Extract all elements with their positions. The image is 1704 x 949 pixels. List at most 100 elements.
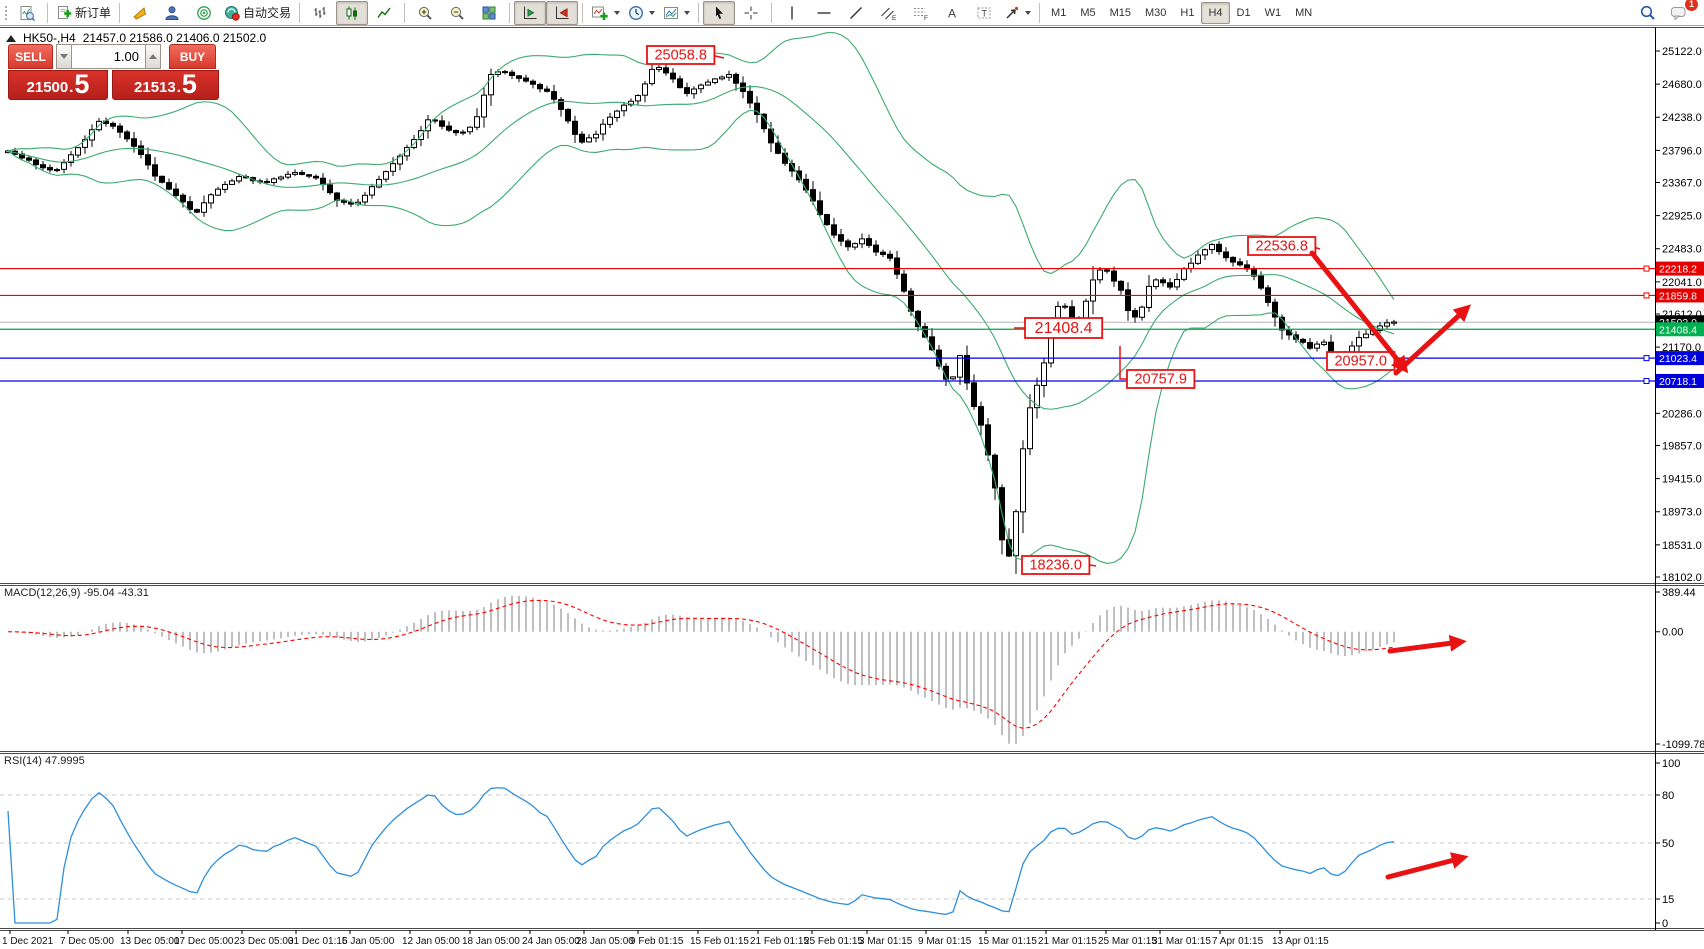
time-axis-label: 7 Apr 01:15 (1212, 936, 1264, 947)
volume-decrease-button[interactable] (56, 44, 72, 69)
trend-arrow[interactable] (1393, 304, 1472, 376)
trendline-tool-button[interactable] (840, 1, 872, 25)
macd-axis-tick: 389.44 (1662, 587, 1696, 599)
time-axis-label: 3 Mar 01:15 (859, 936, 913, 947)
fibonacci-tool-button[interactable]: F (904, 1, 936, 25)
price-axis-tick: 19415.0 (1662, 474, 1702, 486)
add-indicator-button[interactable] (587, 1, 624, 25)
volume-increase-button[interactable] (145, 44, 161, 69)
notifications-button[interactable]: 1 (1663, 0, 1698, 25)
time-axis-label: 23 Dec 05:00 (234, 936, 294, 947)
news-button[interactable] (188, 1, 220, 25)
periods-button[interactable] (624, 1, 659, 25)
price-line-label (1656, 351, 1704, 366)
templates-dropdown[interactable] (684, 10, 691, 15)
time-axis-label: 21 Feb 01:15 (750, 936, 809, 947)
buy-button[interactable]: BUY (169, 44, 216, 69)
auto-trading-button[interactable]: 自动交易 (220, 1, 295, 25)
timeframe-button-d1[interactable]: D1 (1236, 6, 1251, 19)
line-handle[interactable] (1643, 292, 1650, 299)
chart-shift-button[interactable] (514, 0, 547, 25)
timeframe-button-m30[interactable]: M30 (1145, 6, 1167, 19)
timeframe-button-mn[interactable]: MN (1295, 6, 1313, 19)
line-chart-type-button[interactable] (368, 1, 400, 25)
text-tool-button[interactable]: A (936, 1, 968, 25)
new-order-button[interactable]: 新订单 (52, 1, 115, 25)
text-icon: A (948, 6, 956, 20)
price-annotation[interactable]: 25058.8 (646, 45, 716, 65)
time-axis-label: 25 Mar 01:15 (1098, 936, 1157, 947)
add-indicator-dropdown[interactable] (614, 10, 621, 15)
line-handle[interactable] (1643, 377, 1650, 384)
horizontal-line-tool-button[interactable] (808, 1, 840, 25)
crosshair-button[interactable] (735, 1, 767, 25)
bar-chart-type-button[interactable] (304, 1, 336, 25)
periods-dropdown[interactable] (649, 10, 656, 15)
spinner-up-icon (149, 54, 157, 59)
megaphone-button[interactable] (124, 1, 156, 25)
auto-scroll-button[interactable] (546, 0, 579, 25)
equidistant-channel-tool-button[interactable]: E (872, 1, 904, 25)
price-annotation[interactable]: 18236.0 (1021, 555, 1091, 575)
rsi-axis-tick: 0 (1662, 918, 1668, 930)
zoom-in-button[interactable] (409, 1, 441, 25)
timeframe-button-m5[interactable]: M5 (1080, 6, 1096, 19)
line-handle[interactable] (1643, 355, 1650, 362)
spinner-down-icon (60, 54, 68, 59)
templates-icon (664, 6, 679, 19)
svg-text:21408.4: 21408.4 (1035, 320, 1093, 337)
timeframe-button-w1[interactable]: W1 (1264, 6, 1282, 19)
price-axis-tick: 22483.0 (1662, 244, 1702, 256)
timeframe-button-m15[interactable]: M15 (1109, 6, 1131, 19)
news-icon (197, 5, 211, 20)
time-axis-label: 21 Mar 01:15 (1038, 936, 1097, 947)
timeframe-button-h4[interactable]: H4 (1201, 1, 1230, 24)
text-label-tool-button[interactable]: T (968, 1, 1000, 25)
tile-windows-button[interactable] (473, 1, 505, 25)
toolbar-grip[interactable] (4, 4, 8, 21)
templates-button[interactable] (659, 1, 694, 25)
zoom-out-icon (450, 6, 464, 20)
cursor-button[interactable] (703, 0, 736, 25)
buy-price-pips: 5 (181, 69, 197, 99)
price-axis-tick: 19857.0 (1662, 441, 1702, 453)
candlestick-type-button[interactable] (336, 0, 369, 25)
price-line-label (1656, 261, 1704, 276)
timeframe-button-m1[interactable]: M1 (1051, 6, 1067, 19)
line-handle[interactable] (1643, 265, 1650, 272)
zoom-out-button[interactable] (441, 1, 473, 25)
chart-window-button[interactable] (11, 1, 43, 25)
price-annotation[interactable]: 20757.9 (1126, 369, 1196, 389)
price-annotation[interactable]: 20957.0 (1326, 351, 1396, 371)
arrows-tool-button[interactable] (1000, 1, 1035, 25)
sell-button[interactable]: SELL (8, 44, 53, 69)
sell-price-button[interactable]: 21500. 5 (8, 70, 108, 100)
buy-price-dot: . (176, 79, 181, 96)
time-axis-label: 7 Dec 05:00 (60, 936, 114, 947)
svg-text:20957.0: 20957.0 (1334, 354, 1386, 370)
price-annotation[interactable]: 21408.4 (1024, 317, 1104, 339)
profile-icon (165, 5, 179, 20)
buy-price-button[interactable]: 21513. 5 (112, 70, 219, 100)
macd-axis-tick: -1099.78 (1662, 739, 1704, 751)
trend-arrow[interactable] (1387, 634, 1467, 654)
volume-input[interactable] (72, 44, 145, 69)
search-button[interactable] (1631, 1, 1663, 25)
trend-arrow[interactable] (1385, 852, 1469, 880)
search-icon (1640, 5, 1655, 20)
toolbar: 新订单 自动交易 (0, 0, 1704, 26)
chart-shift-icon (524, 6, 537, 19)
price-annotation[interactable]: 22536.8 (1247, 236, 1317, 256)
timeframe-button-h1[interactable]: H1 (1180, 6, 1195, 19)
megaphone-icon (133, 6, 147, 20)
vertical-line-tool-button[interactable] (776, 1, 808, 25)
arrows-dropdown[interactable] (1025, 10, 1032, 15)
price-line-label-text: 21859.8 (1659, 290, 1697, 302)
time-axis-label: 18 Jan 05:00 (462, 936, 520, 947)
auto-scroll-icon (556, 6, 569, 19)
collapse-panel-icon[interactable] (6, 34, 16, 42)
svg-text:20757.9: 20757.9 (1134, 372, 1186, 388)
profile-button[interactable] (156, 1, 188, 25)
trend-arrow[interactable] (1309, 250, 1409, 374)
